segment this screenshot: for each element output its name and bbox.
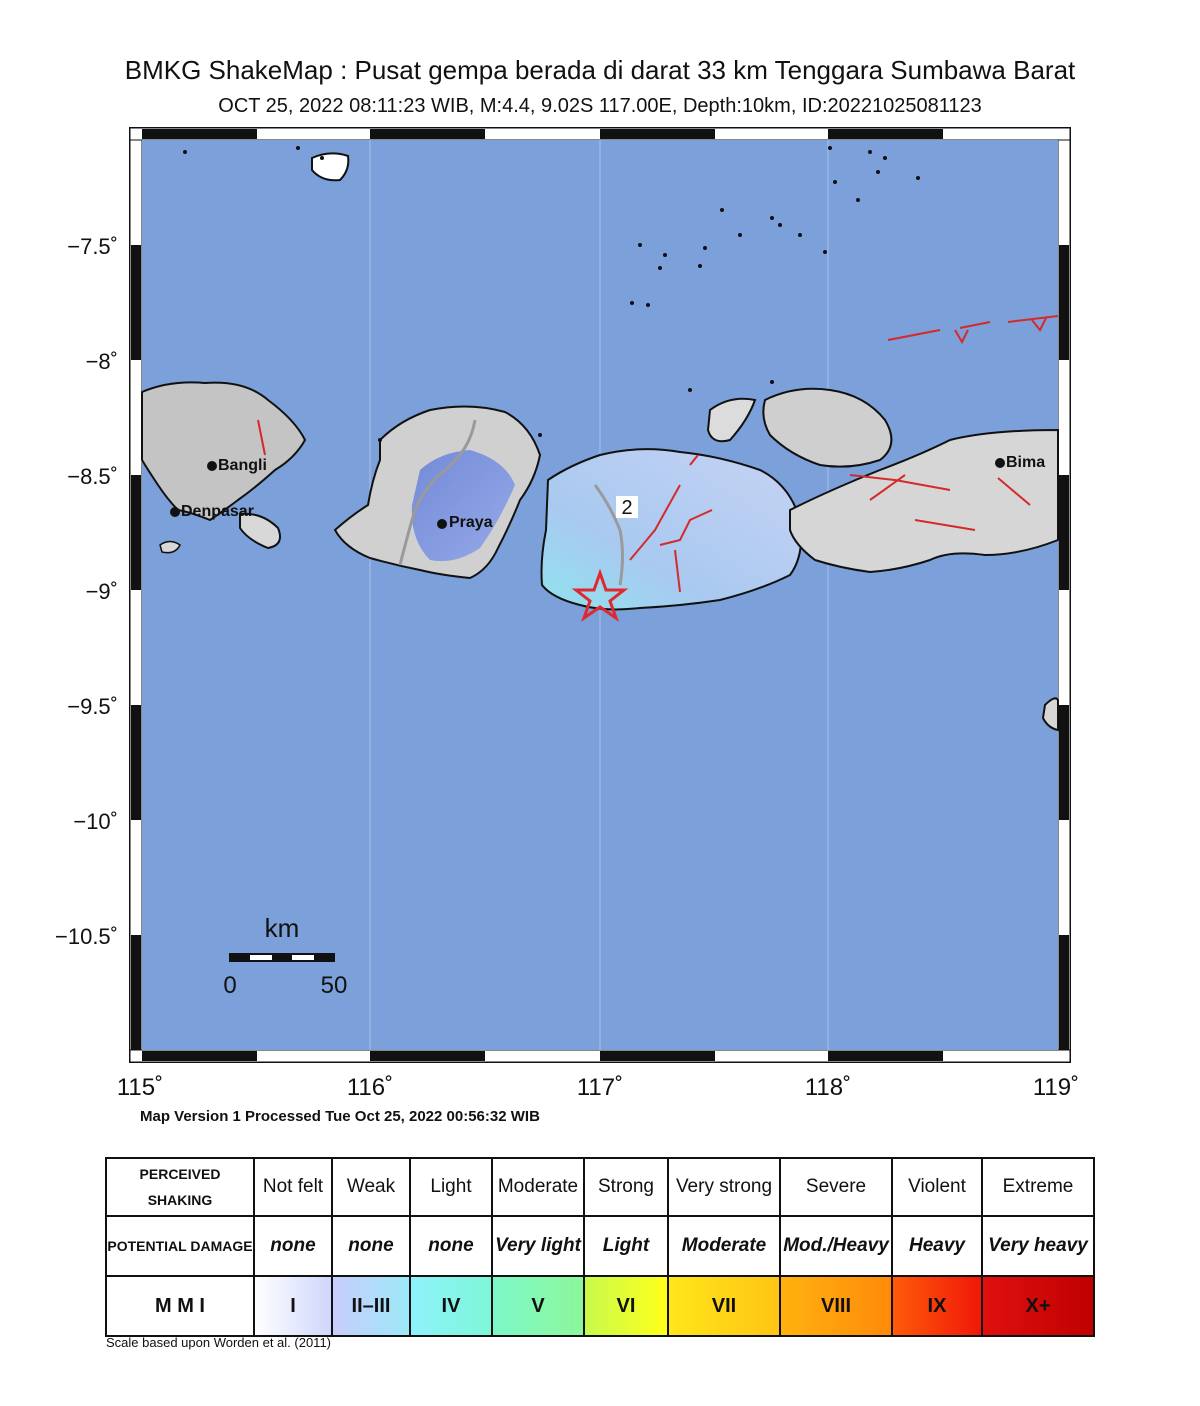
svg-text:−8˚: −8˚: [86, 349, 118, 374]
svg-text:117˚: 117˚: [577, 1074, 623, 1101]
svg-text:Bangli: Bangli: [218, 457, 267, 474]
legend-mmi-cell: X+: [981, 1275, 1095, 1337]
event-subtitle: OCT 25, 2022 08:11:23 WIB, M:4.4, 9.02S …: [218, 95, 982, 117]
island-sumbawa-north: [762, 387, 893, 468]
legend-damage-row: POTENTIAL DAMAGE none none none Very lig…: [105, 1215, 1095, 1277]
intensity-contour-label: 2: [616, 496, 638, 519]
frame-ticks: [129, 127, 1071, 1063]
legend-mmi-cell: VI: [583, 1275, 669, 1337]
svg-text:−9.5˚: −9.5˚: [67, 694, 118, 719]
legend-mmi-cell: VII: [667, 1275, 781, 1337]
legend-damage-cell: Very heavy: [981, 1215, 1095, 1277]
svg-text:2: 2: [621, 497, 632, 519]
map-version: Map Version 1 Processed Tue Oct 25, 2022…: [140, 1108, 540, 1125]
svg-text:50: 50: [321, 972, 348, 999]
small-islets: [183, 146, 920, 442]
svg-text:−9˚: −9˚: [86, 579, 118, 604]
intensity-legend: PERCEIVED SHAKING Not felt Weak Light Mo…: [105, 1157, 1095, 1337]
svg-text:−10˚: −10˚: [73, 809, 118, 834]
svg-text:119˚: 119˚: [1033, 1074, 1079, 1101]
sumbawa-boundary: [593, 484, 624, 586]
legend-mmi-cell: II–III: [331, 1275, 411, 1337]
svg-text:0: 0: [223, 972, 236, 999]
svg-text:Praya: Praya: [449, 514, 493, 531]
legend-shaking-row: PERCEIVED SHAKING Not felt Weak Light Mo…: [105, 1157, 1095, 1217]
island-bali: [141, 381, 307, 522]
legend-damage-cell: none: [331, 1215, 411, 1277]
scale-credit: Scale based upon Worden et al. (2011): [106, 1335, 331, 1350]
legend-damage-header: POTENTIAL DAMAGE: [105, 1215, 255, 1277]
latitude-labels: −7.5˚ −8˚ −8.5˚ −9˚ −9.5˚ −10˚ −10.5˚: [55, 234, 118, 949]
scale-bar: km 0 50: [223, 913, 347, 999]
island-bottom-right: [1041, 697, 1059, 732]
svg-text:−8.5˚: −8.5˚: [67, 464, 118, 489]
legend-shaking-cell: Weak: [331, 1157, 411, 1217]
island-sumbawa-west: [540, 448, 803, 611]
city-bangli: Bangli: [207, 457, 267, 474]
legend-shaking-cell: Moderate: [491, 1157, 585, 1217]
lombok-boundary: [398, 419, 477, 566]
svg-text:Denpasar: Denpasar: [181, 503, 254, 520]
legend-mmi-header: M M I: [105, 1275, 255, 1337]
legend-shaking-cell: Not felt: [253, 1157, 333, 1217]
legend-damage-cell: Mod./Heavy: [779, 1215, 893, 1277]
svg-text:116˚: 116˚: [347, 1074, 393, 1101]
island-moyo: [706, 397, 757, 443]
shakemap: Bangli Denpasar Praya Bima 2 km 0 50 −7.…: [55, 127, 1079, 1101]
legend-shaking-cell: Very strong: [667, 1157, 781, 1217]
legend-shaking-cell: Severe: [779, 1157, 893, 1217]
map-title: BMKG ShakeMap : Pusat gempa berada di da…: [124, 55, 1076, 85]
legend-mmi-cell: V: [491, 1275, 585, 1337]
svg-text:118˚: 118˚: [805, 1074, 851, 1101]
legend-mmi-cell: VIII: [779, 1275, 893, 1337]
island-nusa-top: [311, 152, 350, 182]
island-bali-south: [239, 512, 281, 550]
legend-mmi-row: M M I I II–III IV V VI VII VIII IX X+: [105, 1275, 1095, 1337]
legend-damage-cell: Very light: [491, 1215, 585, 1277]
legend-damage-cell: none: [253, 1215, 333, 1277]
legend-damage-cell: Light: [583, 1215, 669, 1277]
legend-shaking-cell: Light: [409, 1157, 493, 1217]
legend-mmi-cell: IX: [891, 1275, 983, 1337]
svg-text:−10.5˚: −10.5˚: [55, 924, 118, 949]
legend-mmi-cell: IV: [409, 1275, 493, 1337]
city-denpasar: Denpasar: [170, 503, 254, 520]
legend-shaking-cell: Extreme: [981, 1157, 1095, 1217]
longitude-labels: 115˚ 116˚ 117˚ 118˚ 119˚: [117, 1074, 1079, 1101]
legend-mmi-cell: I: [253, 1275, 333, 1337]
svg-text:115˚: 115˚: [117, 1074, 163, 1101]
city-praya: Praya: [437, 514, 493, 531]
legend-damage-cell: none: [409, 1215, 493, 1277]
svg-text:km: km: [265, 913, 300, 943]
epicenter-star: [571, 568, 629, 622]
city-bima: Bima: [995, 454, 1045, 471]
legend-shaking-cell: Violent: [891, 1157, 983, 1217]
island-penida: [159, 540, 181, 554]
svg-text:−7.5˚: −7.5˚: [67, 234, 118, 259]
legend-shaking-header: PERCEIVED SHAKING: [105, 1157, 255, 1217]
fault-lines: [257, 315, 1059, 593]
svg-text:Bima: Bima: [1006, 454, 1045, 471]
legend-damage-cell: Moderate: [667, 1215, 781, 1277]
legend-damage-cell: Heavy: [891, 1215, 983, 1277]
island-sumbawa-east: [789, 428, 1059, 574]
legend-shaking-cell: Strong: [583, 1157, 669, 1217]
